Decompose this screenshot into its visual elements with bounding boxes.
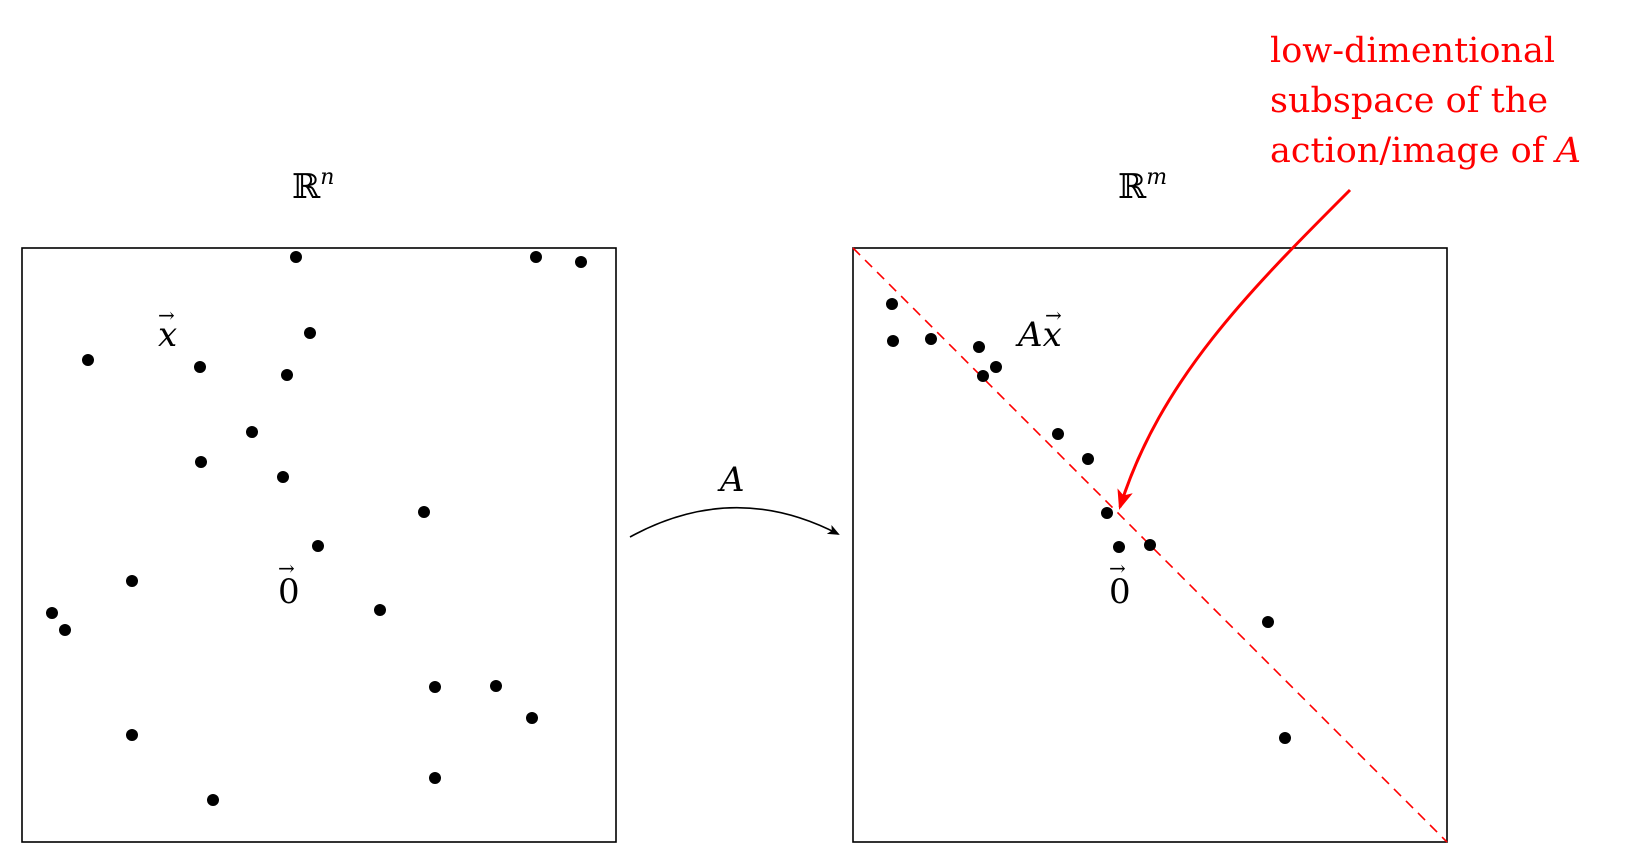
left-space-symbol: ℝ [292,167,321,207]
left-point [59,624,71,636]
right-point [1262,616,1274,628]
annotation-line-2: subspace of the [1270,81,1548,121]
right-space-box [852,247,1448,843]
mapping-arrow-curve [629,506,840,538]
left-point [207,794,219,806]
left-point [429,772,441,784]
annotation-italic-tail: A [1553,131,1581,171]
left-point [195,456,207,468]
left-vector-text: x [158,315,177,355]
right-point [977,370,989,382]
left-point [304,327,316,339]
right-point [1101,507,1113,519]
right-zero-label: → 0 [1109,556,1131,612]
left-point [82,354,94,366]
right-vector-text: Ax [1015,315,1062,355]
right-vector-arrow: → [1045,303,1062,327]
left-point [246,426,258,438]
annotation: low-dimentional subspace of the action/i… [1117,31,1581,510]
left-point [530,251,542,263]
annotation-line-3: action/image of A [1270,131,1581,171]
left-point [526,712,538,724]
right-point [1144,539,1156,551]
left-point [429,681,441,693]
right-point [1279,732,1291,744]
left-point-cloud [46,251,587,806]
right-point-cloud [886,298,1291,744]
right-point [925,333,937,345]
left-point [194,361,206,373]
left-point [46,607,58,619]
right-point [887,335,899,347]
left-vector-arrow: → [158,303,175,327]
right-point [1113,541,1125,553]
right-vector-label: → Ax [1015,303,1062,355]
right-panel: ℝm → Ax → 0 [852,165,1448,843]
annotation-line-3-text: action/image of [1270,131,1556,171]
right-point [886,298,898,310]
annotation-line-1: low-dimentional [1270,31,1555,71]
annotation-pointer-arrow [1117,188,1352,510]
left-panel: ℝn → x [21,165,617,843]
right-point [1082,453,1094,465]
right-point [990,361,1002,373]
left-point [575,256,587,268]
left-point [126,729,138,741]
left-vector-label: → x [158,303,177,355]
left-zero-label: → 0 [278,556,300,612]
left-zero-text: 0 [278,572,300,612]
right-zero-arrow: → [1109,556,1126,580]
left-point [277,471,289,483]
right-point [1052,428,1064,440]
right-vector-symbol: x [1043,315,1062,355]
left-space-box [21,247,617,843]
left-point [281,369,293,381]
mapping-arrow: A [629,460,840,538]
right-vector-prefix: A [1015,315,1043,355]
mapping-label: A [717,460,745,500]
left-space-label: ℝn [292,165,334,207]
left-point [490,680,502,692]
left-space-exponent: n [320,165,334,190]
left-point [290,251,302,263]
right-space-symbol: ℝ [1118,167,1147,207]
left-point [374,604,386,616]
right-space-label: ℝm [1118,165,1167,207]
left-point [126,575,138,587]
right-zero-text: 0 [1109,572,1131,612]
subspace-line [852,247,1448,843]
right-space-exponent: m [1146,165,1167,190]
right-point [973,341,985,353]
left-point [418,506,430,518]
left-zero-arrow: → [278,556,295,580]
left-point [312,540,324,552]
